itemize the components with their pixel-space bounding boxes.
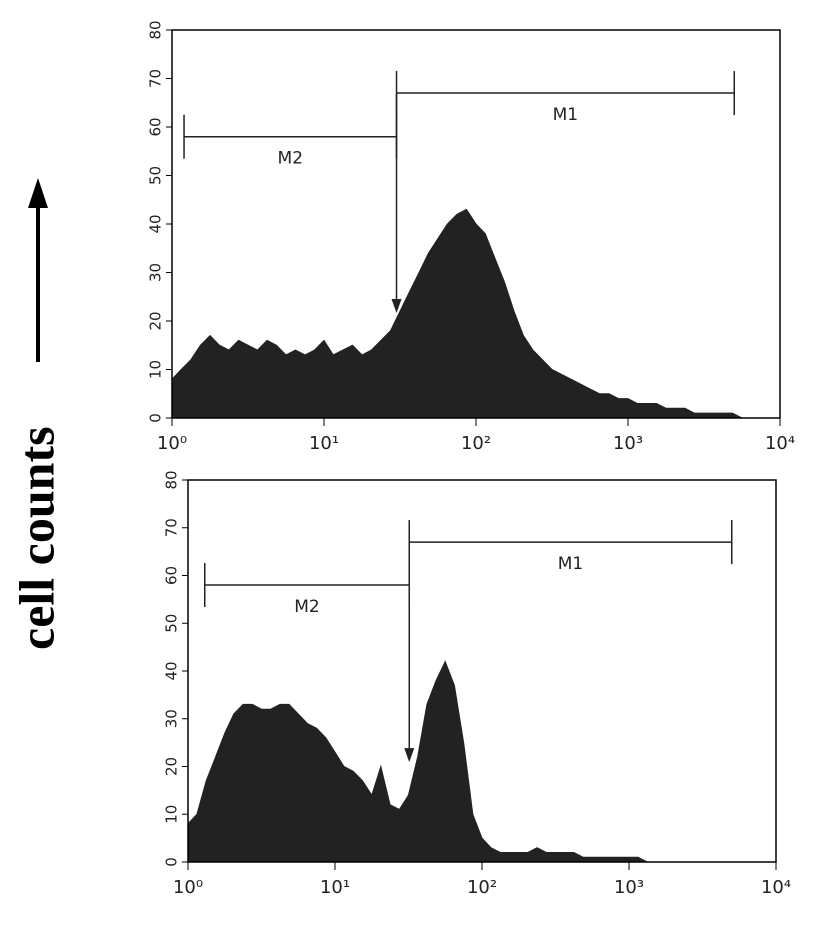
x-tick-label: 10⁴ — [765, 433, 795, 454]
x-tick-label: 10² — [467, 877, 497, 898]
y-tick-label: 0 — [147, 413, 165, 423]
y-tick-label: 10 — [163, 805, 181, 824]
histogram — [171, 208, 780, 419]
x-tick-label: 10¹ — [309, 433, 339, 454]
y-tick-label: 60 — [163, 566, 181, 585]
gate-arrowhead — [391, 299, 402, 314]
y-tick-label: 60 — [147, 117, 165, 136]
gate-label: M2 — [278, 149, 303, 169]
y-tick-label: 10 — [147, 360, 165, 379]
x-tick-label: 10³ — [613, 433, 643, 454]
x-tick-label: 10⁰ — [157, 433, 187, 454]
x-tick-label: 10² — [461, 433, 491, 454]
y-tick-label: 80 — [163, 470, 181, 489]
axis-arrowhead — [28, 178, 48, 208]
y-tick-label: 80 — [147, 20, 165, 39]
y-tick-label: 0 — [163, 857, 181, 867]
gate-label: M1 — [558, 554, 583, 574]
y-tick-label: 40 — [163, 661, 181, 680]
y-tick-label: 70 — [163, 518, 181, 537]
x-tick-label: 10⁴ — [761, 877, 791, 898]
gate-label: M2 — [294, 597, 319, 617]
y-tick-label: 20 — [147, 311, 165, 330]
x-tick-label: 10⁰ — [173, 877, 203, 898]
histogram — [187, 660, 776, 863]
y-tick-label: 20 — [163, 757, 181, 776]
x-tick-label: 10³ — [614, 877, 644, 898]
y-tick-label: 30 — [163, 709, 181, 728]
axis-label: cell counts — [8, 426, 64, 650]
y-tick-label: 50 — [147, 166, 165, 185]
gate-arrowhead — [404, 748, 415, 763]
y-tick-label: 70 — [147, 69, 165, 88]
y-tick-label: 30 — [147, 263, 165, 282]
y-tick-label: 50 — [163, 614, 181, 633]
x-tick-label: 10¹ — [320, 877, 350, 898]
y-tick-label: 40 — [147, 214, 165, 233]
gate-label: M1 — [553, 105, 578, 125]
